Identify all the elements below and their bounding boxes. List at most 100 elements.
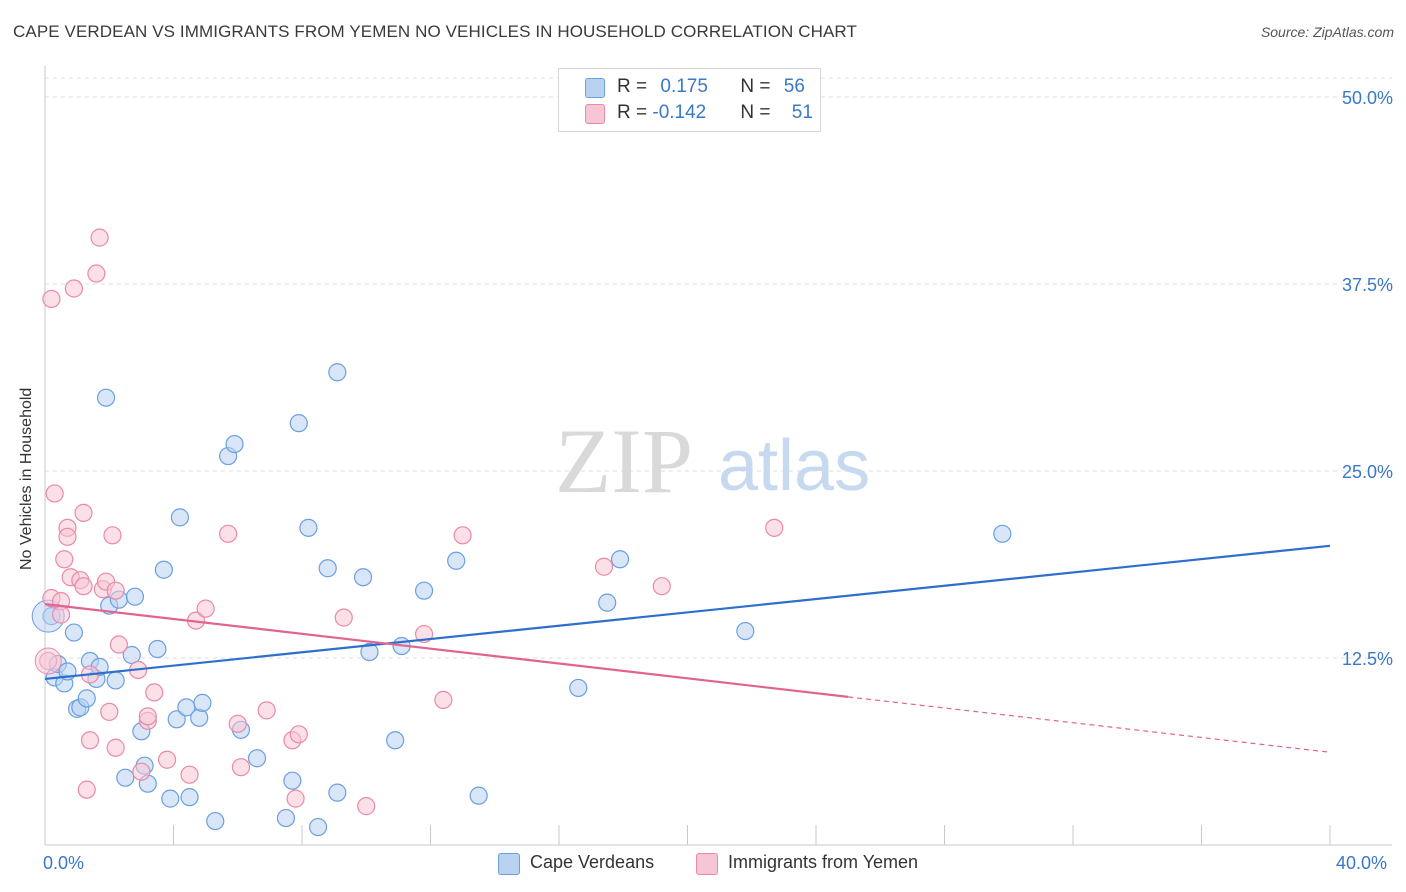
- data-point: [154, 560, 173, 579]
- data-point: [103, 526, 122, 545]
- data-point: [598, 593, 617, 612]
- data-point: [414, 581, 434, 600]
- data-point: [74, 503, 93, 522]
- data-point: [190, 708, 209, 727]
- data-point: [34, 647, 62, 675]
- data-point: [100, 702, 119, 721]
- data-point: [116, 768, 135, 787]
- data-point: [106, 738, 125, 757]
- data-point: [247, 749, 267, 768]
- data-point: [353, 568, 373, 587]
- data-point: [45, 484, 64, 503]
- y-tick-label: 37.5%: [1342, 275, 1393, 295]
- legend-r-label: R =: [617, 76, 653, 97]
- legend-n-label: N =: [740, 102, 776, 123]
- trend-lines: [44, 544, 1331, 753]
- data-point: [87, 264, 106, 283]
- legend-label: Cape Verdeans: [530, 852, 655, 872]
- correlation-legend: R = 0.175 N = 56 R = -0.142 N = 51: [558, 68, 821, 132]
- data-point: [170, 508, 190, 527]
- data-point: [109, 635, 128, 654]
- watermark: ZIP atlas: [555, 410, 870, 512]
- data-point: [765, 518, 784, 537]
- data-point: [594, 557, 614, 576]
- chart-title: CAPE VERDEAN VS IMMIGRANTS FROM YEMEN NO…: [13, 22, 857, 41]
- data-point: [610, 550, 630, 569]
- data-point: [64, 623, 84, 642]
- data-point: [257, 701, 276, 720]
- data-point: [289, 725, 308, 744]
- data-point: [196, 599, 215, 618]
- legend-swatch-blue: [585, 78, 605, 98]
- data-point: [569, 678, 588, 698]
- data-point: [122, 645, 141, 665]
- legend-r-value: 0.175: [660, 76, 708, 97]
- legend-swatch-pink: [585, 104, 605, 124]
- y-tick-label: 12.5%: [1342, 649, 1393, 669]
- legend-label: Immigrants from Yemen: [728, 852, 919, 872]
- x-tick-label-max: 40.0%: [1336, 853, 1388, 873]
- legend-n-label: N =: [740, 76, 776, 97]
- axes: [44, 66, 1392, 846]
- data-point: [106, 671, 125, 690]
- trend-line-cape-verdeans: [44, 544, 1331, 681]
- data-point: [328, 783, 347, 802]
- legend-n-value: 56: [783, 76, 805, 97]
- data-point: [652, 577, 671, 596]
- data-point: [469, 786, 488, 805]
- x-tick-label-min: 0.0%: [43, 853, 85, 873]
- watermark-atlas: atlas: [718, 426, 870, 506]
- data-point: [77, 780, 96, 799]
- data-point: [219, 524, 238, 543]
- data-point: [55, 550, 74, 569]
- series-immigrants-from-yemen: [34, 228, 784, 816]
- watermark-zip: ZIP: [555, 410, 693, 512]
- y-tick-label: 25.0%: [1342, 462, 1393, 482]
- data-point: [447, 551, 466, 570]
- data-point: [77, 689, 96, 708]
- source-label: Source: ZipAtlas.com: [1260, 24, 1394, 40]
- data-point: [206, 811, 225, 831]
- data-point: [180, 765, 199, 784]
- data-point: [51, 605, 71, 624]
- y-tick-label: 50.0%: [1342, 88, 1393, 108]
- data-point: [167, 710, 186, 729]
- data-point: [736, 621, 755, 641]
- legend-r-value: -0.142: [652, 102, 707, 123]
- data-point: [64, 279, 84, 298]
- data-point: [360, 642, 379, 662]
- data-point: [328, 363, 347, 382]
- data-point: [286, 789, 305, 808]
- data-point: [453, 526, 472, 545]
- data-point: [434, 690, 453, 709]
- data-point: [386, 731, 405, 750]
- data-point: [225, 434, 244, 454]
- grid-lines: [45, 77, 1392, 659]
- data-point: [308, 817, 328, 837]
- data-point: [334, 608, 353, 627]
- data-point: [299, 518, 318, 537]
- data-point: [148, 639, 167, 659]
- data-point: [161, 789, 180, 808]
- data-point: [993, 524, 1012, 543]
- trend-line-extension: [848, 696, 1331, 753]
- data-point: [145, 683, 164, 702]
- data-point: [157, 750, 177, 769]
- data-point: [106, 581, 125, 600]
- y-tick-labels: 12.5% 25.0% 37.5% 50.0%: [1342, 88, 1393, 669]
- data-point: [318, 559, 337, 578]
- data-point: [138, 707, 157, 726]
- data-point: [125, 587, 145, 606]
- data-point: [289, 414, 308, 433]
- data-point: [228, 714, 247, 733]
- legend-swatch-pink: [696, 853, 718, 875]
- data-point: [231, 758, 251, 777]
- data-point: [58, 527, 77, 546]
- legend-r-label: R =: [617, 102, 653, 123]
- data-point: [283, 771, 302, 790]
- data-point: [193, 693, 212, 712]
- data-point: [357, 797, 376, 816]
- data-point: [90, 228, 109, 247]
- data-point: [96, 388, 116, 407]
